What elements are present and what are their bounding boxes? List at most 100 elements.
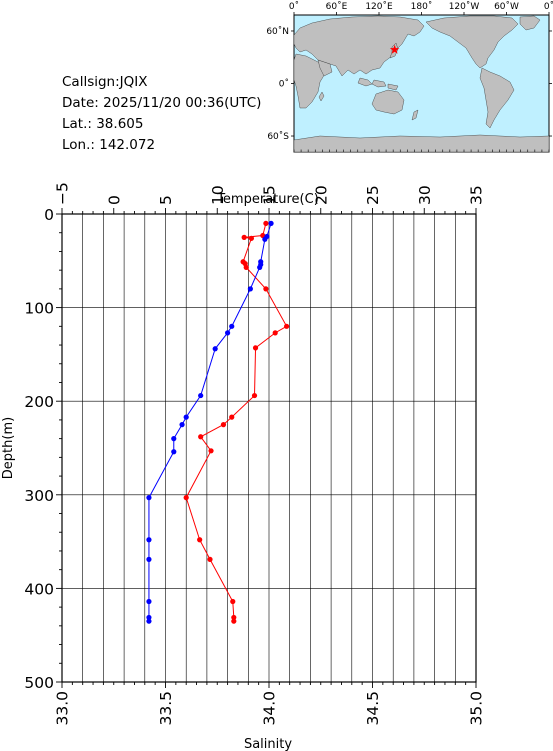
depth-tick-label: 300	[24, 487, 54, 505]
depth-tick-labels: 0 100 200 300 400 500	[24, 206, 54, 692]
map-lon-label: 120˚W	[449, 1, 480, 12]
temperature-data-point	[263, 220, 269, 226]
land-australia	[371, 89, 405, 115]
depth-tick-label: 0	[44, 206, 54, 224]
temperature-data-point	[220, 422, 227, 428]
station-info: Callsign:JQIX Date: 2025/11/20 00:36(UTC…	[62, 72, 261, 156]
temperature-tick-label: −5	[54, 182, 72, 205]
depth-axis-label: Depth(m)	[1, 417, 16, 479]
land-africa	[293, 53, 327, 109]
salinity-data-point	[171, 449, 177, 455]
land-eurasia	[293, 15, 425, 77]
temperature-data-point	[197, 537, 203, 543]
salinity-data-point	[198, 392, 204, 399]
salinity-axis-label: Salinity	[244, 737, 292, 751]
depth-tick-label: 200	[24, 393, 54, 411]
temperature-data-point	[272, 330, 278, 336]
salinity-data-point	[146, 537, 152, 543]
temperature-tick-label: 20	[312, 185, 330, 205]
salinity-tick-label: 34.5	[364, 691, 382, 726]
depth-tick-label: 100	[24, 300, 54, 318]
temperature-tick-labels: −5 0 5 10 15 20 25 30 35	[54, 182, 486, 205]
salinity-data-point	[146, 495, 152, 501]
depth-tick-label: 500	[24, 674, 54, 692]
salinity-data-point	[171, 436, 177, 442]
date-text: Date: 2025/11/20 00:36(UTC)	[62, 95, 262, 111]
map-lon-label: 0˚	[289, 1, 299, 12]
temperature-data-point	[252, 345, 259, 351]
salinity-data-point	[146, 598, 152, 605]
map-lon-label: 0˚	[544, 1, 553, 12]
longitude-text: Lon.: 142.072	[62, 137, 156, 153]
chart-axes	[56, 208, 477, 688]
land-new-zealand	[411, 109, 419, 121]
station-marker	[389, 44, 400, 54]
temperature-tick-label: 0	[105, 195, 123, 205]
salinity-data-point	[257, 264, 263, 270]
salinity-data-point	[212, 346, 218, 352]
land-indonesia	[357, 77, 399, 91]
land-greenland	[519, 15, 541, 31]
temperature-data-point	[241, 234, 247, 240]
map-ticks	[291, 12, 552, 152]
salinity-data-point	[179, 422, 185, 428]
salinity-data-point	[146, 556, 152, 562]
temperature-data-point	[248, 235, 255, 241]
temperature-tick-label: 5	[157, 195, 175, 205]
temperature-tick-label: 35	[468, 185, 486, 205]
temperature-tick-label: 15	[261, 185, 279, 205]
salinity-data-point	[146, 618, 152, 624]
temperature-data-point	[198, 434, 204, 440]
temperature-data-point	[231, 618, 237, 624]
map-lat-label: 60˚S	[267, 131, 289, 142]
salinity-tick-label: 35.0	[468, 691, 486, 726]
temperature-data-point	[207, 556, 213, 562]
salinity-data-point	[268, 220, 274, 226]
land-antarctica	[293, 134, 550, 153]
salinity-data-point	[183, 414, 189, 420]
map-lon-label: 60˚W	[494, 1, 519, 12]
temperature-profile-line	[185, 223, 288, 622]
map-lon-label: 120˚E	[365, 1, 393, 12]
temperature-tick-label: 30	[416, 185, 434, 205]
salinity-tick-label: 33.5	[157, 691, 175, 726]
temperature-data-point	[263, 286, 269, 292]
temperature-data-point	[231, 614, 237, 621]
land-south-america	[479, 67, 515, 129]
map-lat-label: 0˚	[279, 79, 289, 90]
temperature-data-point	[251, 392, 258, 399]
land-arabia	[317, 59, 333, 77]
temperature-data-point	[230, 598, 236, 605]
world-map: 0˚ 60˚E 120˚E 180˚ 120˚W 60˚W 0˚ 60˚N 0˚ 60˚S	[266, 1, 553, 153]
profile-chart: −5 0 5 10 15 20 25 30 35 33.0 33.5 34.0 34.5 35.0 01…	[1, 182, 486, 751]
salinity-data-point	[229, 323, 235, 329]
temperature-data-point	[284, 323, 290, 329]
land-north-america	[425, 15, 519, 69]
land-madagascar	[318, 91, 325, 102]
salinity-tick-label: 33.0	[54, 691, 72, 726]
temperature-data-point	[243, 264, 249, 270]
salinity-tick-label: 34.0	[261, 691, 279, 726]
callsign-text: Callsign:JQIX	[62, 74, 148, 90]
temperature-data-point	[229, 414, 235, 420]
map-lon-label: 60˚E	[326, 1, 348, 12]
profile-series	[146, 220, 290, 624]
map-lon-label: 180˚	[411, 1, 433, 12]
temperature-data-point	[208, 448, 214, 454]
depth-tick-label: 400	[24, 580, 54, 598]
salinity-data-point	[262, 236, 268, 242]
chart-grid	[61, 213, 477, 683]
temperature-tick-label: 10	[209, 185, 227, 205]
temperature-tick-label: 25	[364, 185, 382, 205]
temperature-data-point	[183, 495, 189, 501]
temperature-axis-label: Temperature(C)	[216, 192, 319, 207]
salinity-data-point	[247, 286, 253, 292]
salinity-data-point	[225, 330, 231, 336]
map-lat-label: 60˚N	[266, 26, 289, 37]
salinity-profile	[146, 220, 274, 624]
temperature-profile	[183, 220, 290, 624]
salinity-data-point	[146, 614, 152, 621]
map-land	[293, 15, 550, 153]
map-labels: 0˚ 60˚E 120˚E 180˚ 120˚W 60˚W 0˚ 60˚N 0˚ 60˚S	[266, 1, 553, 142]
